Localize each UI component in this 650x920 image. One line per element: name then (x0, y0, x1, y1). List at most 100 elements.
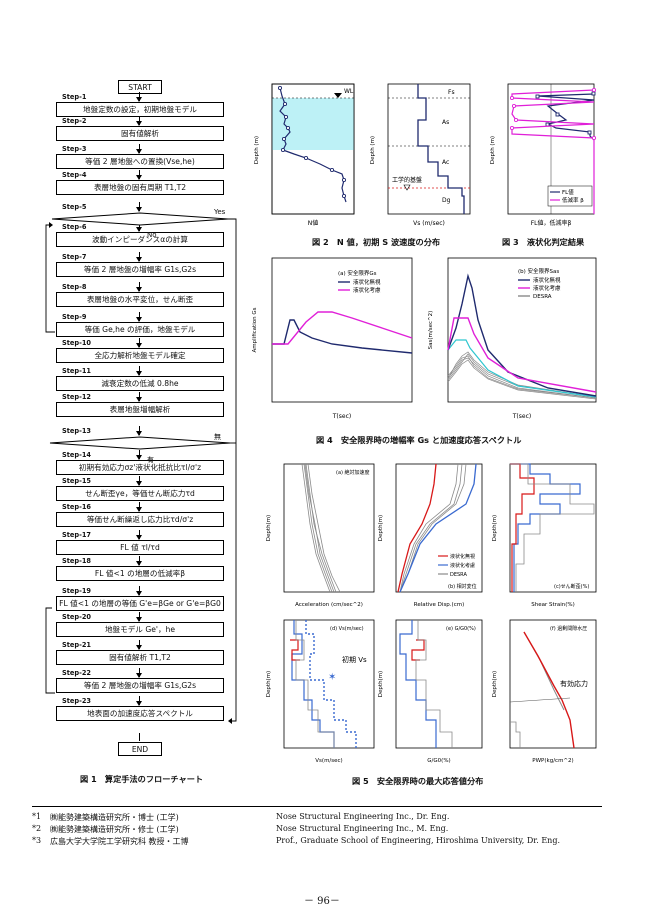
fig2-fig3-area: WL Depth (m) N値 Fs As Ac Dg 工学的基盤 Depth … (254, 83, 597, 227)
fig5-panel-e: (e) G/G0(%) G/G0(%) Depth(m) (378, 619, 483, 764)
svg-text:Depth(m): Depth(m) (378, 515, 384, 541)
start-box: START (118, 80, 162, 94)
flow-arrow (136, 392, 142, 402)
svg-text:Shear Strain(%): Shear Strain(%) (531, 602, 575, 608)
step-label: Step-22 (62, 669, 92, 677)
wl-marker (334, 93, 342, 98)
flow-arrow (136, 426, 142, 436)
svg-text:Depth(m): Depth(m) (378, 671, 384, 697)
flowchart-step-box: 表層地盤の固有周期 T1,T2 (56, 180, 224, 195)
svg-text:Sas(m/sec^2): Sas(m/sec^2) (428, 311, 434, 350)
svg-text:As: As (442, 119, 449, 126)
svg-text:Vs (m/sec): Vs (m/sec) (413, 220, 445, 227)
svg-text:Dg: Dg (442, 197, 451, 204)
flowchart-step-box: 表層地盤の水平変位，せん断歪 (56, 292, 224, 307)
step-label: Step-3 (62, 145, 87, 153)
step-label: Step-10 (62, 339, 92, 347)
flowchart-step-box: 初期有効応力σz'液状化抵抗比τl/σ'z (56, 460, 224, 475)
flowchart-step-box: 等価 Ge,he の評価，地盤モデル (56, 322, 224, 337)
step-label: Step-6 (62, 223, 87, 231)
flow-arrow (136, 170, 142, 180)
flowchart-step-box: FL 値 τl/τd (56, 540, 224, 555)
flowchart-step-box: 固有値解析 T1,T2 (56, 650, 224, 665)
flowchart-connectors (45, 212, 237, 724)
gs-ignore-liq (272, 319, 413, 354)
flow-arrow (136, 252, 142, 262)
step-label: Step-7 (62, 253, 87, 261)
flowchart-step-box: FL 値<1 の地層の低減率β (56, 566, 224, 581)
footnote-en: Nose Structural Engineering Inc., M. Eng… (276, 824, 449, 833)
flowchart-step-box: 表層地盤増幅解析 (56, 402, 224, 417)
step-label: Step-1 (62, 93, 87, 101)
footnote-jp: ㈱能勢建築構造研究所・博士 (工学) (50, 813, 179, 822)
step-label: Step-23 (62, 697, 92, 705)
step-label: Step-4 (62, 171, 87, 179)
flowchart-step-box: 全応力解析地盤モデル確定 (56, 348, 224, 363)
sas-plot: (b) 安全限界Sas 液状化無視 液状化考慮 DESRA Sas(m/sec^… (428, 257, 597, 420)
flow-arrow (136, 144, 142, 154)
svg-text:Acceleration (cm/sec^2): Acceleration (cm/sec^2) (295, 602, 363, 608)
svg-text:Depth(m): Depth(m) (492, 515, 498, 541)
step-label: Step-14 (62, 451, 92, 459)
flowchart-step-box: 等価 2 層地盤への置換(Vse,he) (56, 154, 224, 169)
flowchart-step-box: FL 値<1 の地層の等価 G'e=βGe or G'e=βG0 (56, 596, 224, 611)
svg-text:DESRA: DESRA (450, 572, 467, 578)
effective-stress-annotation: 有効応力 (560, 679, 588, 688)
step-label: Step-11 (62, 367, 92, 375)
svg-text:(d) Vs(m/sec): (d) Vs(m/sec) (330, 626, 364, 632)
svg-text:N値: N値 (308, 219, 319, 227)
flow-arrow (136, 668, 142, 678)
svg-text:FL値，低減率β: FL値，低減率β (531, 219, 572, 227)
step-label: Step-9 (62, 313, 87, 321)
fig3-caption: 図 3 液状化判定結果 (502, 237, 585, 247)
fig5-panel-a: (a) 絶対加速度 Acceleration (cm/sec^2) Depth(… (266, 463, 375, 608)
flowchart-step-box: せん断歪γe，等価せん断応力τd (56, 486, 224, 501)
fig1-caption: 図 1 算定手法のフローチャート (80, 774, 204, 784)
svg-text:(a) 絶対加速度: (a) 絶対加速度 (336, 469, 370, 476)
fl-plot: FL値 低減率 β Depth (m) FL値，低減率β (490, 83, 597, 227)
step-label: Step-18 (62, 557, 92, 565)
svg-text:(c)せん断歪(%): (c)せん断歪(%) (554, 583, 589, 590)
flow-arrow (136, 282, 142, 292)
nashi-label: 無 (214, 433, 221, 441)
ari-label: 有 (147, 456, 154, 464)
step-label: Step-5 (62, 203, 87, 211)
flow-arrow (136, 586, 142, 596)
end-box: END (118, 742, 162, 756)
flow-arrow (136, 116, 142, 126)
step-label: Step-20 (62, 613, 92, 621)
footnote-en: Nose Structural Engineering Inc., Dr. En… (276, 812, 450, 821)
flowchart-step-box: 地表面の加速度応答スペクトル (56, 706, 224, 721)
flow-arrow (136, 338, 142, 348)
step-label: Step-2 (62, 117, 87, 125)
flowchart-step-box: 固有値解析 (56, 126, 224, 141)
svg-text:T(sec): T(sec) (332, 413, 351, 420)
flow-arrow (136, 502, 142, 512)
svg-text:PWP(kg/cm^2): PWP(kg/cm^2) (532, 758, 573, 764)
water-layer (272, 98, 354, 150)
svg-text:Fs: Fs (448, 89, 455, 96)
footnote-num: *3 (32, 836, 42, 845)
svg-text:(a) 安全限界Gs: (a) 安全限界Gs (338, 269, 377, 277)
flow-arrow (136, 450, 142, 460)
svg-text:✶: ✶ (328, 672, 336, 683)
fig4-area: (a) 安全限界Gs 液状化無視 液状化考慮 Amplification Gs … (252, 257, 597, 420)
svg-text:液状化無視: 液状化無視 (450, 553, 475, 560)
flowchart-step-box: 等価 2 層地盤の増幅率 G1s,G2s (56, 678, 224, 693)
flow-arrow (136, 222, 142, 232)
svg-text:G/G0(%): G/G0(%) (427, 758, 450, 764)
svg-text:低減率 β: 低減率 β (562, 196, 584, 204)
flow-arrow (136, 640, 142, 650)
svg-text:FL値: FL値 (562, 188, 574, 196)
flow-arrow (136, 530, 142, 540)
svg-text:Depth(m): Depth(m) (266, 515, 272, 541)
n-value-plot: WL Depth (m) N値 (254, 83, 355, 227)
fig5-panel-b: 液状化無視 液状化考慮 DESRA (b) 相対変位 Relative Disp… (378, 463, 483, 608)
svg-text:Depth (m): Depth (m) (370, 136, 376, 164)
wl-label: WL (344, 88, 354, 95)
step-label: Step-15 (62, 477, 92, 485)
svg-text:Ac: Ac (442, 159, 449, 166)
page-number: － 96－ (304, 896, 340, 907)
svg-text:Amplification Gs: Amplification Gs (252, 307, 258, 352)
step-label: Step-19 (62, 587, 92, 595)
